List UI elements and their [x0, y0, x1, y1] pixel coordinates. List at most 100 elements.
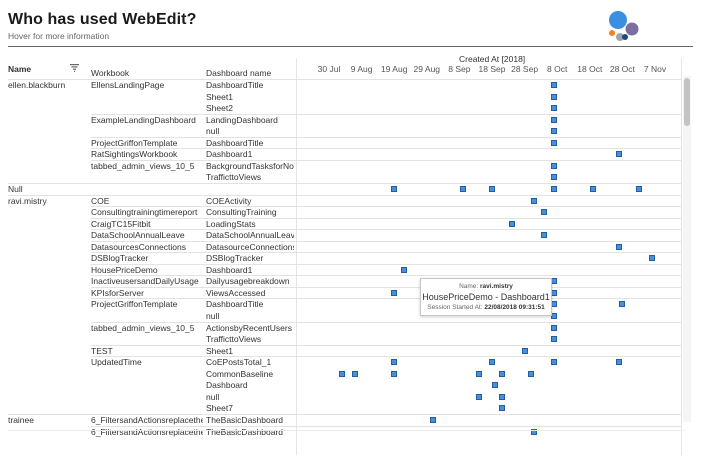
sort-icon[interactable] — [70, 64, 79, 72]
session-mark[interactable] — [492, 382, 499, 389]
row-dashboard-cell: ViewsAccessed — [206, 287, 266, 298]
row-workbook-cell: DSBlogTracker — [91, 253, 149, 264]
session-mark[interactable] — [550, 82, 557, 88]
name-column-header[interactable]: Name — [8, 64, 32, 74]
session-mark[interactable] — [550, 185, 557, 192]
session-mark[interactable] — [550, 139, 557, 146]
axis-tick-label: 7 Nov — [643, 64, 667, 74]
row-dashboard-cell: CoEPostsTotal_1 — [206, 357, 272, 368]
axis-left-border — [296, 58, 297, 455]
row-dashboard-cell: null — [206, 311, 220, 321]
row-dashboard-cell: Dashboard1 — [206, 149, 253, 160]
session-mark[interactable] — [550, 93, 557, 100]
row-dashboard-cell: Sheet7 — [206, 403, 233, 414]
session-mark[interactable] — [391, 370, 398, 377]
session-mark[interactable] — [616, 243, 623, 250]
tooltip-name-value: ravi.mistry — [480, 283, 513, 290]
row-dashboard-cell: TheBasicDashboard — [206, 426, 284, 437]
session-mark[interactable] — [531, 428, 538, 435]
subgroup-divider — [91, 263, 681, 265]
session-mark[interactable] — [489, 185, 495, 192]
tooltip-session-label: Session Started At: — [427, 304, 483, 311]
row-dashboard-cell: ActionsbyRecentUsers — [206, 322, 292, 333]
session-mark[interactable] — [430, 416, 437, 423]
row-dashboard-cell: DatasourceConnections — [206, 241, 294, 252]
vertical-scrollbar[interactable] — [683, 76, 691, 422]
row-dashboard-cell: null — [206, 391, 220, 402]
session-mark[interactable] — [590, 185, 597, 192]
session-mark[interactable] — [550, 359, 557, 366]
axis-tick-label: 18 Sep — [478, 64, 506, 74]
session-mark[interactable] — [391, 185, 398, 192]
row-dashboard-cell: Dashboard1 — [206, 264, 253, 275]
workbook-column-header: Workbook — [91, 68, 130, 78]
session-mark[interactable] — [352, 370, 359, 377]
session-mark[interactable] — [459, 185, 466, 192]
subgroup-divider — [91, 136, 681, 138]
axis-tick-label: 28 Oct — [609, 64, 635, 74]
session-mark[interactable] — [498, 370, 505, 377]
session-mark[interactable] — [498, 405, 505, 412]
tooltip-session-value: 22/08/2018 09:31:51 — [484, 304, 545, 311]
session-mark[interactable] — [550, 116, 557, 123]
session-mark[interactable] — [339, 370, 346, 377]
row-dashboard-cell: Dashboard — [206, 380, 248, 391]
session-mark[interactable] — [616, 151, 623, 158]
row-dashboard-cell: TheBasicDashboard — [206, 414, 284, 425]
session-mark[interactable] — [475, 370, 482, 377]
row-name-cell: trainee — [8, 414, 34, 425]
header-divider — [8, 46, 693, 47]
subgroup-divider — [91, 344, 681, 346]
dashboard-column-header: Dashboard name — [206, 68, 272, 78]
session-mark[interactable] — [550, 162, 557, 169]
session-mark[interactable] — [550, 174, 557, 181]
session-mark[interactable] — [648, 255, 655, 262]
session-mark[interactable] — [616, 359, 623, 366]
axis-tick-label: 18 Oct — [577, 64, 603, 74]
session-mark[interactable] — [550, 128, 557, 135]
session-mark[interactable] — [521, 347, 528, 354]
session-mark[interactable] — [619, 301, 626, 308]
row-dashboard-cell: CommonBaseline — [206, 368, 274, 379]
session-mark[interactable] — [550, 105, 557, 112]
session-mark[interactable] — [635, 185, 642, 192]
session-mark[interactable] — [391, 359, 398, 366]
subgroup-divider — [91, 252, 681, 254]
page-subtitle: Hover for more information — [8, 31, 110, 41]
session-mark[interactable] — [541, 209, 548, 216]
session-mark[interactable] — [508, 220, 515, 227]
subgroup-divider — [91, 356, 681, 358]
subgroup-divider — [91, 275, 681, 277]
row-name-cell: ravi.mistry — [8, 195, 47, 206]
session-mark[interactable] — [550, 313, 557, 319]
session-mark[interactable] — [541, 232, 548, 239]
scrollbar-thumb[interactable] — [684, 78, 690, 126]
session-mark[interactable] — [550, 324, 557, 331]
session-mark[interactable] — [528, 370, 535, 377]
row-workbook-cell: CraigTC15Fitbit — [91, 218, 151, 229]
row-dashboard-cell: LandingDashboard — [206, 114, 278, 125]
axis-title: Created At [2018] — [459, 54, 526, 64]
session-mark[interactable] — [400, 266, 407, 273]
session-mark[interactable] — [391, 289, 398, 296]
row-dashboard-cell: COEActivity — [206, 195, 252, 206]
row-workbook-cell: COE — [91, 195, 110, 206]
subgroup-divider — [91, 298, 681, 300]
session-mark[interactable] — [489, 359, 495, 366]
row-dashboard-cell: Dailyusagebreakdown — [206, 276, 290, 287]
row-workbook-cell: EllensLandingPage — [91, 80, 165, 90]
group-divider — [8, 194, 681, 196]
subgroup-divider — [91, 159, 681, 161]
session-mark[interactable] — [498, 393, 505, 400]
session-mark[interactable] — [550, 336, 557, 343]
row-workbook-cell: tabbed_admin_views_10_5 — [91, 160, 195, 171]
row-dashboard-cell: TrafficttoViews — [206, 172, 262, 183]
axis-tick-label: 8 Sep — [448, 64, 471, 74]
row-workbook-cell: RatSightingsWorkbook — [91, 149, 178, 160]
subgroup-divider — [91, 321, 681, 323]
session-mark[interactable] — [531, 197, 538, 204]
session-mark[interactable] — [475, 393, 482, 400]
row-workbook-cell: 6_FiltersandActionsreplacetheM.. — [91, 426, 203, 437]
bottom-divider — [8, 430, 685, 431]
